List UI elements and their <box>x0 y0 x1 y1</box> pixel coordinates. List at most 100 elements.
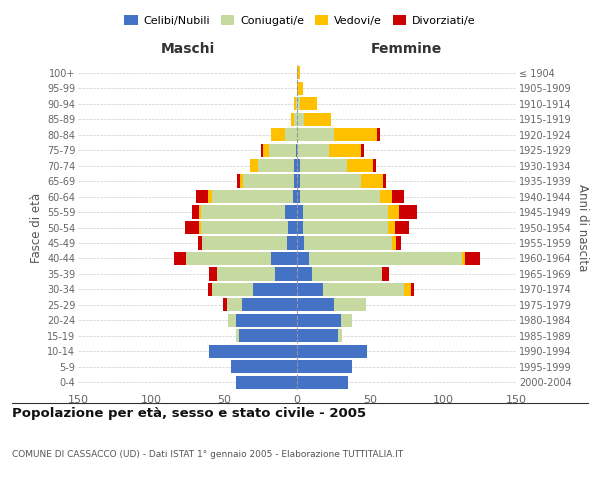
Bar <box>396 236 401 250</box>
Bar <box>185 221 199 234</box>
Text: COMUNE DI CASSACCO (UD) - Dati ISTAT 1° gennaio 2005 - Elaborazione TUTTITALIA.I: COMUNE DI CASSACCO (UD) - Dati ISTAT 1° … <box>12 450 403 459</box>
Bar <box>286 128 297 141</box>
Bar <box>229 314 236 327</box>
Bar <box>411 283 414 296</box>
Bar <box>175 252 186 265</box>
Bar <box>198 236 202 250</box>
Bar <box>300 97 317 110</box>
Bar <box>465 252 479 265</box>
Bar <box>200 206 286 218</box>
Bar <box>257 159 294 172</box>
Bar <box>288 221 297 234</box>
Bar <box>392 236 396 250</box>
Bar <box>232 360 297 374</box>
Bar <box>212 190 293 203</box>
Bar <box>199 221 200 234</box>
Text: Femmine: Femmine <box>371 42 442 56</box>
Bar <box>242 298 297 312</box>
Legend: Celibi/Nubili, Coniugati/e, Vedovi/e, Divorziati/e: Celibi/Nubili, Coniugati/e, Vedovi/e, Di… <box>120 10 480 30</box>
Bar <box>382 268 389 280</box>
Bar <box>260 144 263 156</box>
Bar <box>287 236 297 250</box>
Bar <box>297 268 311 280</box>
Bar <box>297 128 334 141</box>
Bar <box>383 174 386 188</box>
Text: Popolazione per età, sesso e stato civile - 2005: Popolazione per età, sesso e stato civil… <box>12 408 366 420</box>
Bar <box>271 252 297 265</box>
Bar <box>399 206 417 218</box>
Bar <box>404 283 411 296</box>
Bar <box>395 221 409 234</box>
Bar <box>297 330 338 342</box>
Bar <box>196 190 208 203</box>
Bar <box>347 159 373 172</box>
Bar <box>236 314 297 327</box>
Bar <box>199 206 200 218</box>
Bar <box>236 376 297 389</box>
Bar <box>240 174 243 188</box>
Bar <box>297 206 303 218</box>
Bar <box>291 112 294 126</box>
Bar <box>296 144 297 156</box>
Bar <box>269 144 296 156</box>
Bar <box>275 268 297 280</box>
Bar <box>297 298 334 312</box>
Bar <box>323 283 404 296</box>
Bar <box>300 190 380 203</box>
Bar <box>297 66 300 80</box>
Bar <box>303 221 388 234</box>
Bar <box>236 330 239 342</box>
Bar <box>294 112 297 126</box>
Bar <box>297 360 352 374</box>
Bar <box>297 174 300 188</box>
Bar <box>297 112 304 126</box>
Bar <box>202 236 287 250</box>
Bar <box>297 82 303 95</box>
Bar <box>308 252 462 265</box>
Bar <box>462 252 465 265</box>
Bar <box>373 159 376 172</box>
Bar <box>297 314 341 327</box>
Bar <box>304 236 392 250</box>
Bar <box>209 268 217 280</box>
Bar <box>200 221 288 234</box>
Y-axis label: Fasce di età: Fasce di età <box>29 192 43 262</box>
Bar <box>186 252 271 265</box>
Bar <box>297 159 300 172</box>
Bar <box>388 221 395 234</box>
Bar <box>297 376 348 389</box>
Bar <box>297 221 303 234</box>
Bar <box>253 283 297 296</box>
Bar <box>223 298 227 312</box>
Bar <box>300 159 347 172</box>
Bar <box>297 144 329 156</box>
Bar <box>377 128 380 141</box>
Bar <box>297 236 304 250</box>
Bar <box>334 298 365 312</box>
Bar <box>217 268 275 280</box>
Bar <box>294 159 297 172</box>
Text: Maschi: Maschi <box>160 42 215 56</box>
Bar <box>388 206 399 218</box>
Bar <box>250 159 257 172</box>
Bar <box>334 128 377 141</box>
Bar <box>341 314 352 327</box>
Bar <box>208 283 212 296</box>
Bar <box>304 112 331 126</box>
Bar <box>209 344 297 358</box>
Bar <box>338 330 342 342</box>
Bar <box>296 97 297 110</box>
Bar <box>212 283 253 296</box>
Bar <box>361 174 383 188</box>
Bar <box>237 174 240 188</box>
Bar <box>271 128 286 141</box>
Bar <box>297 283 323 296</box>
Bar <box>303 206 388 218</box>
Bar <box>297 344 367 358</box>
Bar <box>297 190 300 203</box>
Bar <box>208 190 212 203</box>
Bar <box>297 252 308 265</box>
Bar <box>239 330 297 342</box>
Bar <box>294 174 297 188</box>
Bar <box>311 268 382 280</box>
